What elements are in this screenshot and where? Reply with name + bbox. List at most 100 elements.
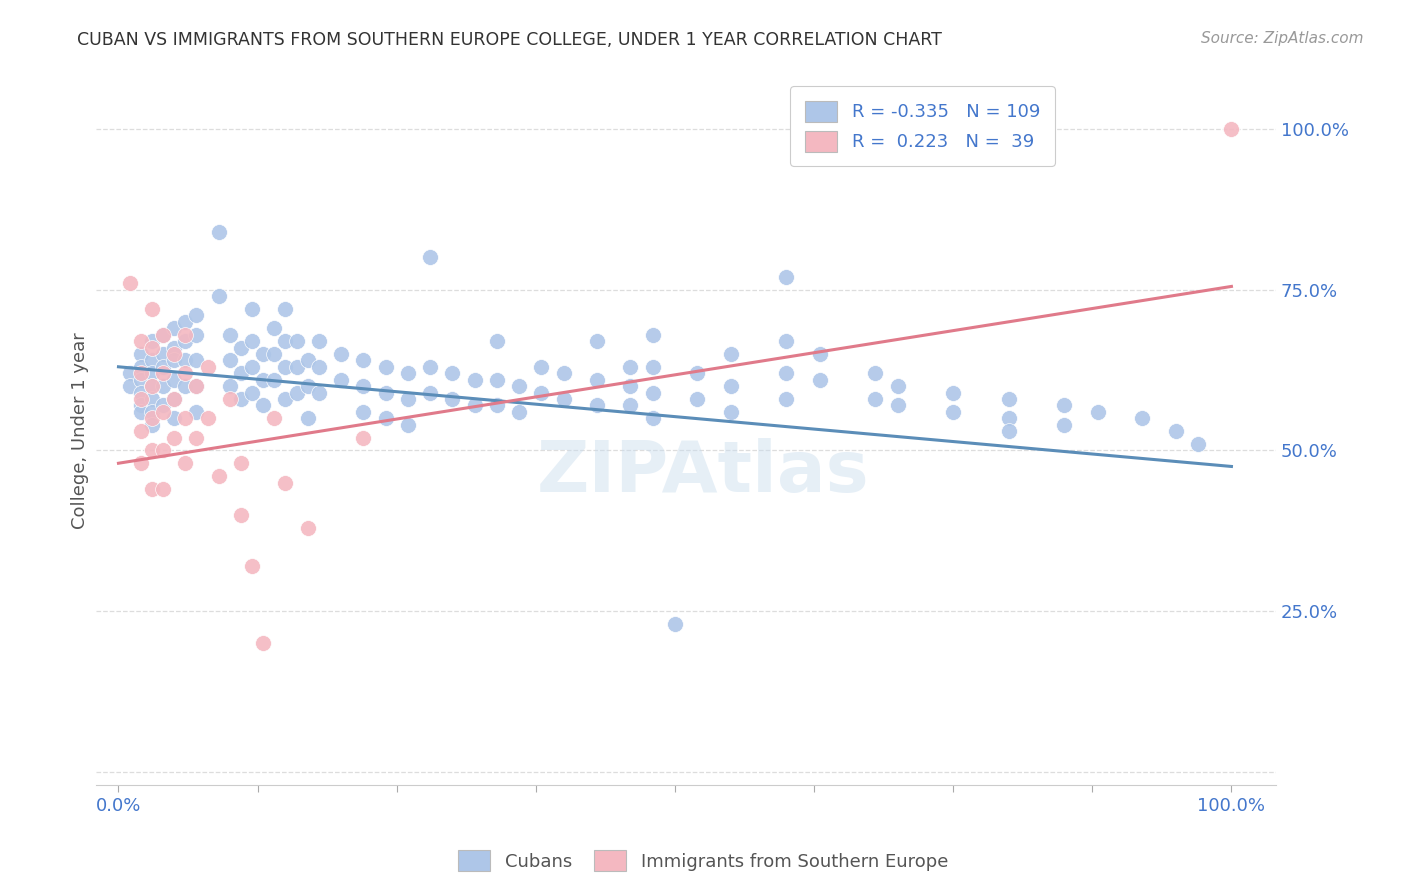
Point (586, 398, 609, 412)
Point (240, 359, 263, 374)
Point (252, 373, 274, 387)
Point (129, 385, 152, 400)
Point (208, 225, 231, 239)
Point (141, 353, 163, 368)
Point (163, 431, 186, 445)
Point (240, 385, 263, 400)
Point (174, 327, 197, 342)
Point (641, 411, 664, 425)
Point (152, 443, 174, 458)
Point (464, 398, 486, 412)
Point (118, 276, 141, 290)
Point (808, 347, 831, 361)
Point (485, 373, 508, 387)
Point (641, 327, 664, 342)
Point (141, 411, 163, 425)
Point (163, 321, 186, 335)
Point (263, 411, 285, 425)
Point (174, 366, 197, 380)
Point (186, 309, 208, 323)
Point (485, 334, 508, 348)
Point (141, 405, 163, 419)
Point (129, 373, 152, 387)
Point (174, 379, 197, 393)
Point (464, 373, 486, 387)
Point (396, 392, 419, 406)
Point (274, 359, 297, 374)
Point (152, 359, 174, 374)
Point (186, 431, 208, 445)
Point (886, 379, 908, 393)
Point (141, 417, 163, 432)
Point (508, 405, 530, 419)
Point (152, 482, 174, 496)
Point (619, 398, 641, 412)
Point (274, 334, 297, 348)
Point (419, 359, 441, 374)
Point (186, 327, 208, 342)
Point (129, 392, 152, 406)
Point (252, 347, 274, 361)
Point (163, 341, 186, 355)
Point (274, 392, 297, 406)
Point (374, 359, 396, 374)
Point (274, 301, 297, 316)
Point (208, 289, 231, 303)
Point (163, 353, 186, 368)
Point (619, 379, 641, 393)
Point (129, 359, 152, 374)
Point (129, 366, 152, 380)
Point (263, 321, 285, 335)
Point (285, 385, 308, 400)
Point (374, 385, 396, 400)
Point (641, 359, 664, 374)
Point (152, 327, 174, 342)
Point (118, 379, 141, 393)
Point (352, 431, 374, 445)
Point (152, 366, 174, 380)
Point (998, 392, 1021, 406)
Legend: R = -0.335   N = 109, R =  0.223   N =  39: R = -0.335 N = 109, R = 0.223 N = 39 (790, 87, 1054, 166)
Point (152, 405, 174, 419)
Point (530, 385, 553, 400)
Point (163, 373, 186, 387)
Point (441, 366, 464, 380)
Point (174, 411, 197, 425)
Point (1132, 411, 1154, 425)
Point (129, 347, 152, 361)
Point (141, 379, 163, 393)
Point (197, 359, 219, 374)
Point (240, 301, 263, 316)
Point (441, 392, 464, 406)
Point (141, 341, 163, 355)
Y-axis label: College, Under 1 year: College, Under 1 year (72, 333, 89, 530)
Point (229, 392, 252, 406)
Point (141, 334, 163, 348)
Point (174, 315, 197, 329)
Point (998, 411, 1021, 425)
Point (186, 379, 208, 393)
Point (308, 359, 330, 374)
Point (186, 353, 208, 368)
Point (352, 405, 374, 419)
Point (218, 353, 240, 368)
Point (152, 398, 174, 412)
Point (553, 366, 575, 380)
Point (998, 424, 1021, 438)
Point (396, 366, 419, 380)
Point (229, 366, 252, 380)
Point (263, 347, 285, 361)
Point (141, 379, 163, 393)
Point (186, 405, 208, 419)
Point (586, 373, 609, 387)
Point (174, 334, 197, 348)
Point (686, 366, 709, 380)
Point (720, 379, 742, 393)
Point (174, 456, 197, 470)
Point (1220, 121, 1243, 136)
Point (163, 411, 186, 425)
Point (641, 385, 664, 400)
Point (419, 385, 441, 400)
Point (1087, 405, 1109, 419)
Point (274, 475, 297, 490)
